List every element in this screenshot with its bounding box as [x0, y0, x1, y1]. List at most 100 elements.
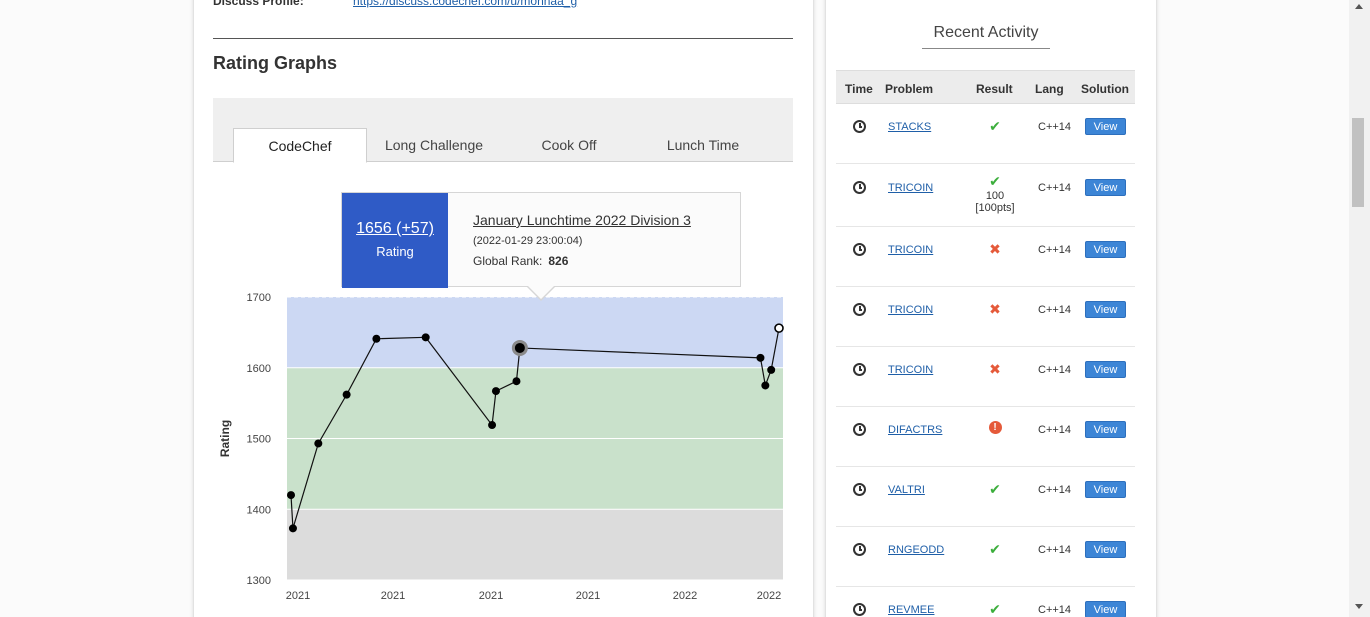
lang-cell: C++14: [1038, 424, 1072, 436]
time-cell[interactable]: [853, 120, 866, 136]
clock-icon: [853, 603, 866, 616]
result-cell: ✔ 100 [100pts]: [975, 173, 1015, 214]
table-row: REVMEE ✔ C++14 View: [836, 587, 1135, 617]
runtime-error-icon: !: [988, 421, 1002, 434]
rating-point[interactable]: [756, 353, 765, 362]
discuss-profile-label: Discuss Profile:: [213, 0, 304, 8]
lang-cell: C++14: [1038, 304, 1072, 316]
rating-point[interactable]: [767, 365, 776, 374]
clock-icon: [853, 483, 866, 496]
rating-point[interactable]: [761, 381, 770, 390]
view-solution-button[interactable]: View: [1085, 118, 1126, 135]
y-axis-label: Rating: [218, 420, 232, 457]
result-cell: ✔: [975, 481, 1015, 498]
y-tick-label: 1300: [247, 575, 271, 587]
clock-icon: [853, 120, 866, 133]
accepted-check-icon: ✔: [989, 541, 1001, 557]
view-solution-button[interactable]: View: [1085, 601, 1126, 617]
rating-point[interactable]: [372, 334, 381, 343]
table-row: TRICOIN ✖ C++14 View: [836, 347, 1135, 407]
tab-codechef[interactable]: CodeChef: [233, 128, 367, 163]
clock-icon: [853, 181, 866, 194]
tooltip-contest-link[interactable]: January Lunchtime 2022 Division 3: [473, 212, 691, 228]
table-row: TRICOIN ✔ 100 [100pts] C++14 View: [836, 164, 1135, 227]
rating-point[interactable]: [512, 377, 521, 386]
result-cell: ✔: [975, 541, 1015, 558]
lang-cell: C++14: [1038, 244, 1072, 256]
result-cell: !: [975, 421, 1015, 434]
view-solution-button[interactable]: View: [1085, 241, 1126, 258]
rating-point[interactable]: [287, 491, 295, 500]
rating-series-line: [290, 328, 780, 529]
problem-link[interactable]: REVMEE: [888, 604, 935, 616]
problem-link[interactable]: TRICOIN: [888, 244, 934, 256]
lang-cell: C++14: [1038, 484, 1072, 496]
wrong-answer-cross-icon: ✖: [989, 241, 1001, 257]
accepted-check-icon: ✔: [989, 173, 1001, 189]
rating-point[interactable]: [774, 323, 784, 333]
y-tick-label: 1600: [247, 363, 271, 375]
tooltip-rank-label: Global Rank:: [473, 254, 543, 268]
x-tick-label: 2022: [757, 590, 781, 602]
rating-tooltip: 1656 (+57) Rating January Lunchtime 2022…: [341, 192, 741, 288]
tooltip-arrow: [528, 286, 554, 299]
rating-band-2: [287, 297, 783, 368]
result-cell: ✔: [975, 601, 1015, 617]
result-cell: ✖: [975, 301, 1015, 318]
rating-point[interactable]: [314, 439, 323, 448]
time-cell[interactable]: [853, 303, 866, 319]
problem-link[interactable]: DIFACTRS: [888, 424, 943, 436]
time-cell[interactable]: [853, 363, 866, 379]
problem-link[interactable]: TRICOIN: [888, 304, 934, 316]
time-cell[interactable]: [853, 181, 866, 197]
table-row: TRICOIN ✖ C++14 View: [836, 227, 1135, 287]
lang-cell: C++14: [1038, 121, 1072, 133]
tab-cook-off[interactable]: Cook Off: [541, 137, 597, 153]
clock-icon: [853, 423, 866, 436]
time-cell[interactable]: [853, 483, 866, 499]
result-score: 100: [985, 190, 1005, 202]
result-cell: ✔: [975, 118, 1015, 135]
view-solution-button[interactable]: View: [1085, 541, 1126, 558]
time-cell[interactable]: [853, 543, 866, 559]
clock-icon: [853, 543, 866, 556]
x-tick-label: 2021: [576, 590, 600, 602]
time-cell[interactable]: [853, 603, 866, 617]
view-solution-button[interactable]: View: [1085, 361, 1126, 378]
rating-point[interactable]: [514, 342, 525, 353]
table-row: VALTRI ✔ C++14 View: [836, 467, 1135, 527]
rating-point[interactable]: [488, 421, 497, 430]
accepted-check-icon: ✔: [989, 118, 1001, 134]
rating-chart: 1300 1400 1500 1600 1700 2021 2021 2021 2021 202…: [218, 292, 784, 602]
tooltip-rating-value[interactable]: 1656 (+57): [356, 220, 434, 237]
header-result: Result: [976, 82, 1013, 96]
time-cell[interactable]: [853, 243, 866, 259]
rating-point[interactable]: [342, 390, 351, 399]
problem-link[interactable]: TRICOIN: [888, 182, 934, 194]
view-solution-button[interactable]: View: [1085, 421, 1126, 438]
scroll-up-arrow-icon[interactable]: [1355, 4, 1363, 9]
tab-lunch-time[interactable]: Lunch Time: [666, 137, 740, 153]
x-tick-label: 2021: [381, 590, 405, 602]
clock-icon: [853, 363, 866, 376]
view-solution-button[interactable]: View: [1085, 481, 1126, 498]
problem-link[interactable]: TRICOIN: [888, 364, 934, 376]
view-solution-button[interactable]: View: [1085, 179, 1126, 196]
page-scrollbar[interactable]: [1349, 0, 1370, 617]
table-row: TRICOIN ✖ C++14 View: [836, 287, 1135, 347]
time-cell[interactable]: [853, 423, 866, 439]
rating-point[interactable]: [491, 387, 500, 396]
clock-icon: [853, 243, 866, 256]
scroll-down-arrow-icon[interactable]: [1355, 604, 1363, 609]
scroll-thumb[interactable]: [1352, 118, 1364, 207]
tab-long-challenge[interactable]: Long Challenge: [384, 137, 484, 153]
discuss-profile-link[interactable]: https://discuss.codechef.com/u/mohnaa_g: [353, 0, 578, 8]
problem-link[interactable]: RNGEODD: [888, 544, 945, 556]
rating-point[interactable]: [421, 333, 430, 342]
rating-band-0: [287, 509, 783, 580]
problem-link[interactable]: STACKS: [888, 121, 932, 133]
problem-link[interactable]: VALTRI: [888, 484, 925, 496]
rating-point[interactable]: [288, 524, 297, 533]
recent-activity-title: Recent Activity: [922, 24, 1050, 49]
view-solution-button[interactable]: View: [1085, 301, 1126, 318]
